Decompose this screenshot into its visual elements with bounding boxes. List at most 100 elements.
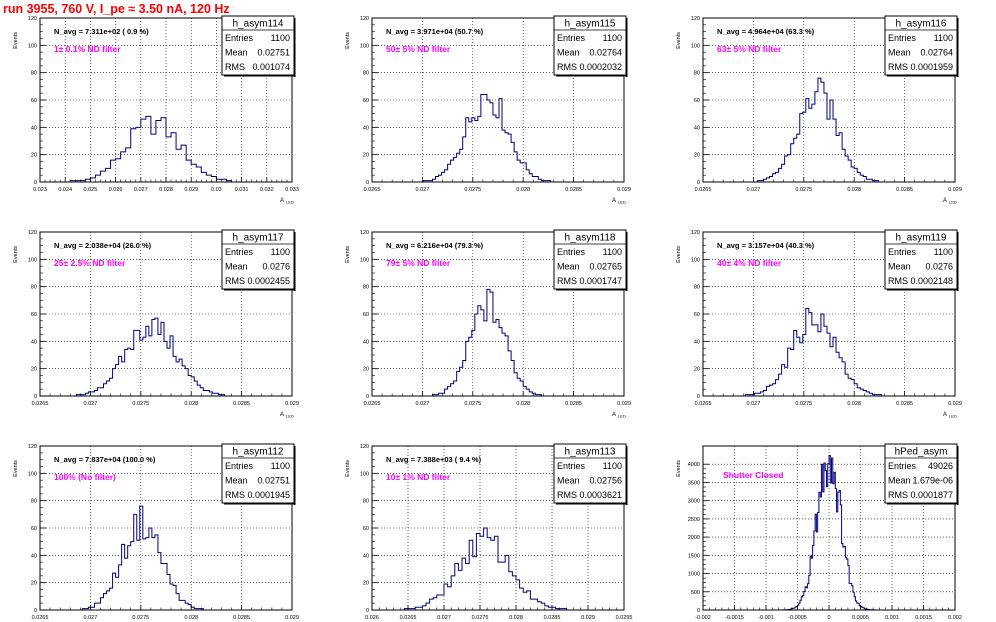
stats-value-mean: 0.02751 bbox=[257, 48, 290, 58]
y-tick-label: 0 bbox=[366, 394, 369, 400]
stats-label-mean: Mean bbox=[888, 48, 911, 58]
stats-value-rms: 0.0002455 bbox=[247, 276, 290, 286]
y-tick-label: 120 bbox=[28, 16, 37, 22]
stats-value-mean: 0.0276 bbox=[925, 262, 953, 272]
x-tick-label: 0.0285 bbox=[233, 401, 250, 407]
stats-value-entries: 49026 bbox=[928, 461, 953, 471]
x-tick-label: 0.033 bbox=[285, 187, 299, 193]
stats-label-mean: Mean bbox=[557, 476, 580, 486]
y-axis-title: Events bbox=[13, 32, 19, 49]
stats-label-entries: Entries bbox=[888, 461, 917, 471]
x-tick-label: 0.0275 bbox=[464, 187, 481, 193]
stats-box-shadow bbox=[556, 289, 628, 291]
y-tick-label: 40 bbox=[694, 339, 700, 345]
x-tick-label: 0.03 bbox=[211, 187, 222, 193]
x-tick-label: 0.028 bbox=[516, 187, 530, 193]
filter-annotation: 79± 5% ND filter bbox=[386, 258, 451, 268]
x-tick-label: 0.029 bbox=[184, 187, 198, 193]
stats-value-entries: 1100 bbox=[603, 247, 622, 257]
stats-value-mean: 0.0276 bbox=[262, 262, 290, 272]
x-tick-label: 0.0265 bbox=[695, 187, 712, 193]
stats-label-entries: Entries bbox=[225, 247, 254, 257]
stats-value-mean: 0.02764 bbox=[589, 48, 622, 58]
filter-annotation: 50± 5% ND filter bbox=[386, 44, 451, 54]
histogram-bins bbox=[703, 308, 954, 397]
x-tick-label: -0.002 bbox=[695, 615, 711, 621]
stats-box bbox=[884, 443, 958, 504]
stats-label-mean: Mean bbox=[225, 262, 248, 272]
filter-annotation: 63± 5% ND filter bbox=[717, 44, 782, 54]
x-tick-label: 0.002 bbox=[948, 615, 962, 621]
y-tick-label: 20 bbox=[363, 581, 369, 587]
stats-value-entries: 1100 bbox=[271, 461, 290, 471]
y-tick-label: 3500 bbox=[688, 480, 700, 486]
y-tick-label: 20 bbox=[31, 581, 37, 587]
y-tick-label: 100 bbox=[28, 257, 37, 263]
y-tick-label: 40 bbox=[31, 553, 37, 559]
x-tick-label: 0.023 bbox=[33, 187, 47, 193]
stats-box-title: h_asym119 bbox=[896, 233, 947, 244]
stats-box-shadow bbox=[224, 75, 296, 77]
n-avg-label: N_avg = 7.837e+04 (100.0 %) bbox=[54, 455, 156, 464]
y-tick-label: 100 bbox=[28, 43, 37, 49]
histogram-bins bbox=[40, 317, 291, 397]
y-tick-label: 0 bbox=[697, 394, 700, 400]
x-tick-label: 0.0265 bbox=[364, 401, 381, 407]
x-tick-label: 0.028 bbox=[509, 615, 523, 621]
y-tick-label: 60 bbox=[31, 98, 37, 104]
stats-box-title: h_asym112 bbox=[233, 447, 284, 458]
stats-value-mean: 0.02765 bbox=[589, 262, 622, 272]
stats-box-shadow bbox=[887, 503, 959, 505]
y-tick-label: 20 bbox=[31, 367, 37, 373]
stats-value-mean: 0.02764 bbox=[920, 48, 953, 58]
stats-label-rms: RMS bbox=[225, 490, 245, 500]
x-tick-label: 0.025 bbox=[84, 187, 98, 193]
stats-box bbox=[553, 15, 627, 76]
stats-box-shadow bbox=[626, 446, 628, 505]
x-tick-label: 0.029 bbox=[617, 401, 631, 407]
y-tick-label: 60 bbox=[694, 312, 700, 318]
stats-box bbox=[884, 229, 958, 290]
x-tick-label: 0.027 bbox=[134, 187, 148, 193]
y-axis-title: Events bbox=[13, 246, 19, 263]
x-axis-title-subscript: LED bbox=[286, 414, 294, 419]
x-tick-label: 0 bbox=[827, 615, 830, 621]
stats-value-entries: 1100 bbox=[271, 247, 290, 257]
stats-value-rms: 0.0002148 bbox=[910, 276, 953, 286]
x-tick-label: -0.001 bbox=[758, 615, 774, 621]
x-tick-label: 0.028 bbox=[159, 187, 173, 193]
x-tick-label: 0.032 bbox=[260, 187, 274, 193]
stats-box-shadow bbox=[294, 232, 296, 291]
x-axis-title: A bbox=[612, 198, 616, 204]
stats-box-title: hPed_asym bbox=[895, 447, 948, 458]
stats-box-shadow bbox=[957, 446, 959, 505]
x-tick-label: 0.0285 bbox=[896, 187, 913, 193]
histogram-panel-h_asym113: 0.026 0.0265 0.027 0.0275 0.028 0.0285 0.029 0.… bbox=[345, 443, 632, 621]
y-tick-label: 60 bbox=[363, 98, 369, 104]
x-tick-label: 0.0275 bbox=[132, 401, 149, 407]
y-tick-label: 80 bbox=[31, 499, 37, 505]
stats-value-rms: 0.0002032 bbox=[579, 62, 622, 72]
x-tick-label: 0.0285 bbox=[896, 401, 913, 407]
stats-value-rms: 0.0001747 bbox=[579, 276, 622, 286]
stats-value-mean: 1.679e-06 bbox=[912, 476, 953, 486]
stats-label-mean: Mean bbox=[225, 476, 248, 486]
x-axis-title-subscript: LED bbox=[618, 200, 626, 205]
x-tick-label: 0.028 bbox=[847, 401, 861, 407]
stats-label-entries: Entries bbox=[225, 461, 254, 471]
y-tick-label: 20 bbox=[363, 153, 369, 159]
stats-value-entries: 1100 bbox=[271, 33, 290, 43]
y-axis-title: Events bbox=[13, 460, 19, 477]
y-tick-label: 100 bbox=[360, 257, 369, 263]
y-axis-title: Events bbox=[345, 460, 351, 477]
y-tick-label: 120 bbox=[691, 230, 700, 236]
stats-box-shadow bbox=[957, 18, 959, 77]
y-tick-label: 100 bbox=[691, 257, 700, 263]
stats-value-rms: 0.001074 bbox=[252, 62, 290, 72]
stats-value-entries: 1100 bbox=[934, 247, 953, 257]
y-tick-label: 80 bbox=[31, 71, 37, 77]
stats-value-entries: 1100 bbox=[603, 461, 622, 471]
y-tick-label: 60 bbox=[31, 526, 37, 532]
x-tick-label: 0.029 bbox=[581, 615, 595, 621]
